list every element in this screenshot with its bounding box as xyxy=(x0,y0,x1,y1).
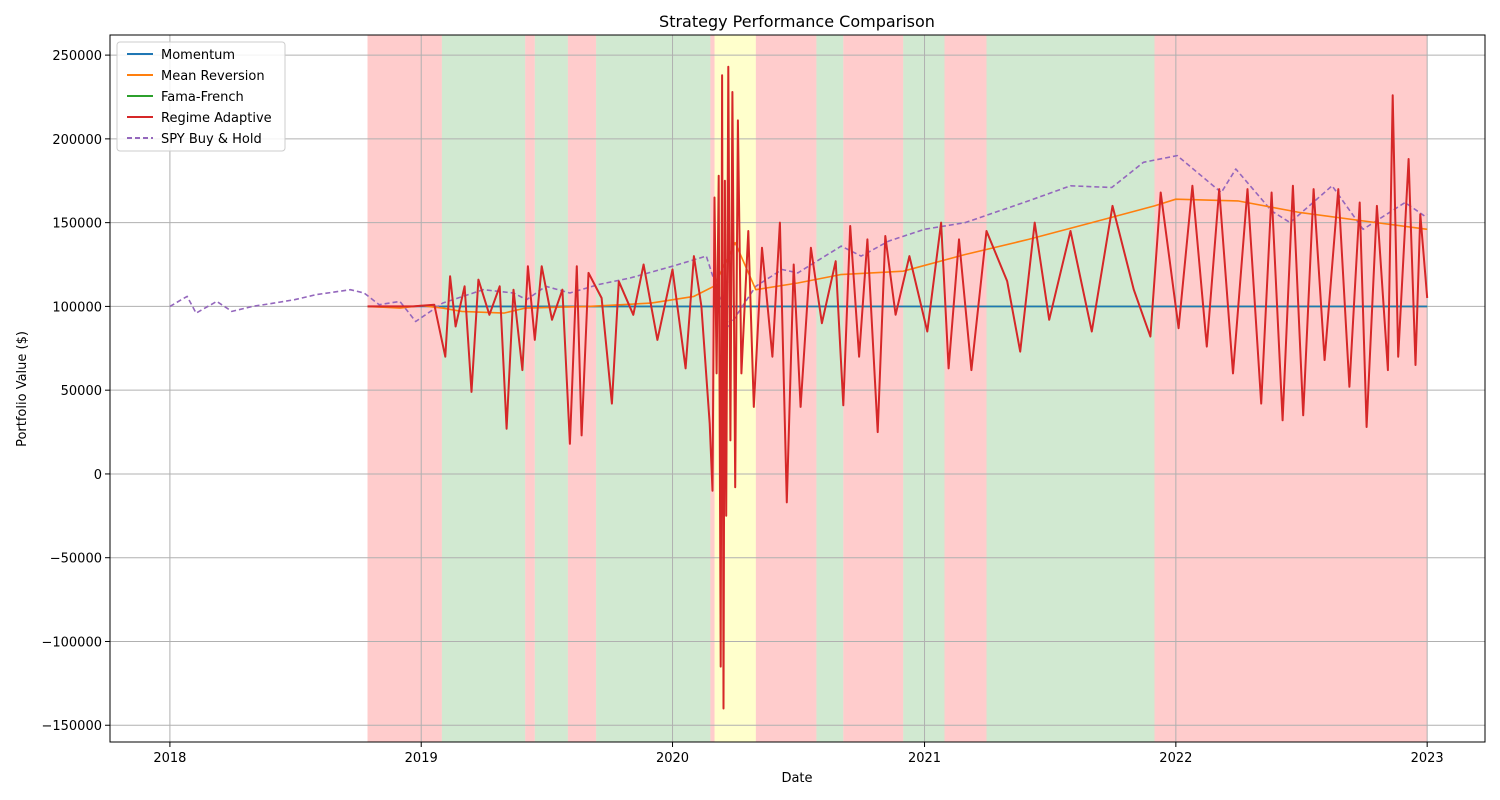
regime-band-bull xyxy=(903,35,945,742)
x-tick-label: 2019 xyxy=(405,751,438,766)
y-tick-label: 0 xyxy=(94,468,102,483)
legend-label-mean-reversion: Mean Reversion xyxy=(161,69,265,84)
regime-band-bear xyxy=(843,35,904,742)
x-tick-label: 2018 xyxy=(153,751,186,766)
regime-band-bull xyxy=(986,35,1155,742)
regime-band-bear xyxy=(1154,35,1428,742)
regime-band-bull xyxy=(441,35,526,742)
y-tick-label: 200000 xyxy=(52,133,102,148)
y-tick-label: 100000 xyxy=(52,300,102,315)
y-tick-label: −150000 xyxy=(41,719,102,734)
y-tick-label: 150000 xyxy=(52,217,102,232)
y-tick-label: −50000 xyxy=(50,552,102,567)
y-axis-label: Portfolio Value ($) xyxy=(15,331,30,447)
regime-band-bear xyxy=(367,35,442,742)
x-axis-label: Date xyxy=(781,771,812,786)
y-tick-label: −100000 xyxy=(41,635,102,650)
regime-band-bull xyxy=(596,35,711,742)
legend-label-regime-adaptive: Regime Adaptive xyxy=(161,111,272,126)
regime-band-bull xyxy=(534,35,568,742)
regime-band-bear xyxy=(525,35,535,742)
regime-band-bear xyxy=(755,35,817,742)
legend: Momentum Mean Reversion Fama-French Regime … xyxy=(116,41,286,152)
x-tick-label: 2020 xyxy=(656,751,689,766)
grid-lines xyxy=(110,35,1485,742)
legend-label-fama-french: Fama-French xyxy=(161,90,244,105)
y-tick-label: 250000 xyxy=(52,49,102,64)
plot-frame xyxy=(109,34,1486,743)
series-line-regime-adaptive xyxy=(367,65,1429,710)
x-tick-label: 2023 xyxy=(1411,751,1444,766)
regime-bands xyxy=(367,35,1428,742)
legend-label-momentum: Momentum xyxy=(161,48,235,63)
series-lines xyxy=(169,65,1429,710)
series-line-mean-reversion xyxy=(367,198,1428,314)
legend-label-spy-buy-hold: SPY Buy & Hold xyxy=(161,132,262,147)
y-tick-label: 50000 xyxy=(61,384,102,399)
x-tick-label: 2021 xyxy=(908,751,941,766)
x-tick-label: 2022 xyxy=(1159,751,1192,766)
x-axis-ticks: 2018 2019 2020 2021 2022 2023 xyxy=(153,742,1444,766)
chart-title: Strategy Performance Comparison xyxy=(659,12,935,31)
y-axis-ticks: 250000 200000 150000 100000 50000 0 −50000 −100… xyxy=(41,49,110,734)
regime-band-bull xyxy=(816,35,844,742)
regime-band-bear xyxy=(944,35,987,742)
legend-box xyxy=(116,41,286,152)
